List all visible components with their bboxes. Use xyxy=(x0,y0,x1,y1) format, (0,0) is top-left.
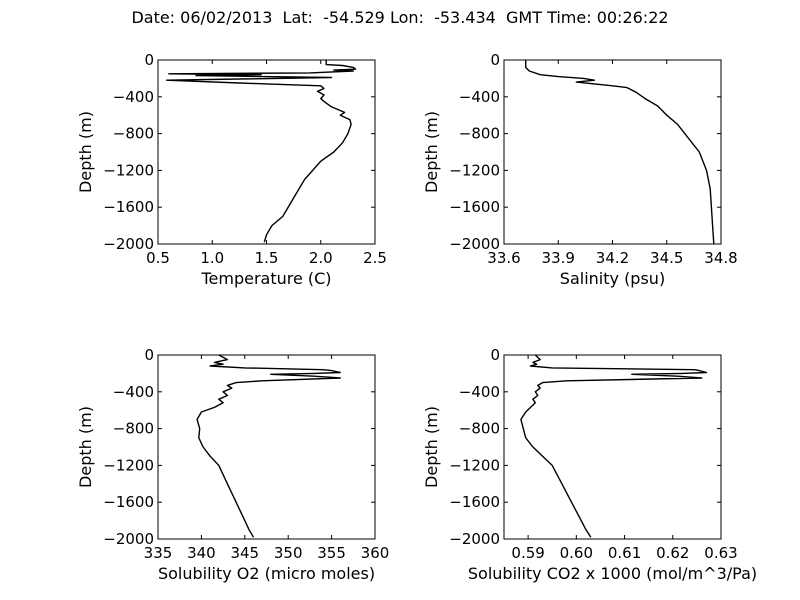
y-tick-label: −800 xyxy=(113,125,154,143)
plot-frame xyxy=(503,59,722,245)
y-tick-label: −2000 xyxy=(449,235,500,253)
x-tick-label: 345 xyxy=(230,544,259,562)
x-tick-label: 0.5 xyxy=(146,249,170,267)
x-tick-label: 0.62 xyxy=(656,544,689,562)
profile-line-3-1 xyxy=(196,354,341,538)
x-axis-label: Solubility CO2 x 1000 (mol/m^3/Pa) xyxy=(468,564,757,583)
x-tick-label: 360 xyxy=(361,544,390,562)
y-tick-label: −1200 xyxy=(449,161,500,179)
y-tick-label: −2000 xyxy=(103,530,154,548)
subplot-2: 33.6 33.9 34.2 34.5 34.8 0 −400 −800 −1200 −1600 −… xyxy=(422,51,738,288)
y-tick-label: −2000 xyxy=(449,530,500,548)
y-axis-label: Depth (m) xyxy=(422,406,441,488)
x-tick-label: 355 xyxy=(317,544,346,562)
x-tick-label: 34.2 xyxy=(596,249,629,267)
y-tick-label: −2000 xyxy=(103,235,154,253)
y-tick-label: −1600 xyxy=(103,493,154,511)
x-tick-label: 0.63 xyxy=(704,544,737,562)
x-tick-label: 340 xyxy=(187,544,216,562)
x-axis-label: Temperature (C) xyxy=(200,269,331,288)
x-tick-label: 2.5 xyxy=(363,249,387,267)
x-tick-label: 0.61 xyxy=(608,544,641,562)
y-tick-label: −800 xyxy=(113,420,154,438)
y-tick-label: −800 xyxy=(459,125,500,143)
x-tick-label: 34.8 xyxy=(704,249,737,267)
subplot-1: 0.5 1.0 1.5 2.0 2.5 0 −400 −800 −1200 −1600 −2000 T… xyxy=(76,51,387,288)
y-tick-label: −400 xyxy=(113,383,154,401)
y-tick-label: −1600 xyxy=(449,198,500,216)
y-tick-label: −400 xyxy=(113,88,154,106)
y-tick-label: −1200 xyxy=(449,456,500,474)
subplot-4: 0.59 0.60 0.61 0.62 0.63 0 −400 −800 −1200 −1600 −… xyxy=(422,346,757,583)
x-axis-label: Salinity (psu) xyxy=(560,269,665,288)
y-tick-label: 0 xyxy=(490,51,500,69)
profile-line-2-1 xyxy=(525,60,715,245)
y-axis-label: Depth (m) xyxy=(422,111,441,193)
x-tick-label: 34.5 xyxy=(650,249,683,267)
x-tick-label: 0.60 xyxy=(560,544,593,562)
y-tick-label: −400 xyxy=(459,88,500,106)
x-tick-label: 33.6 xyxy=(487,249,520,267)
plot-frame xyxy=(157,59,376,245)
y-tick-label: −1600 xyxy=(103,198,154,216)
x-tick-label: 33.9 xyxy=(542,249,575,267)
y-axis-label: Depth (m) xyxy=(76,406,95,488)
profile-line-4-1 xyxy=(520,354,708,538)
y-axis-label: Depth (m) xyxy=(76,111,95,193)
x-axis-label: Solubility O2 (micro moles) xyxy=(158,564,375,583)
plot-frame xyxy=(503,354,722,540)
y-tick-label: 0 xyxy=(490,346,500,364)
y-tick-label: −1200 xyxy=(103,456,154,474)
profile-line-1-1 xyxy=(165,60,357,243)
y-tick-label: 0 xyxy=(144,51,154,69)
subplot-3: 335 340 345 350 355 360 0 −400 −800 −1200 −1600 −20… xyxy=(76,346,389,583)
y-tick-label: 0 xyxy=(144,346,154,364)
x-tick-label: 1.5 xyxy=(255,249,279,267)
x-tick-label: 2.0 xyxy=(309,249,333,267)
plot-frame xyxy=(157,354,376,540)
y-tick-label: −400 xyxy=(459,383,500,401)
y-tick-label: −800 xyxy=(459,420,500,438)
y-tick-label: −1600 xyxy=(449,493,500,511)
figure-title: Date: 06/02/2013 Lat: -54.529 Lon: -53.4… xyxy=(131,8,669,27)
y-tick-label: −1200 xyxy=(103,161,154,179)
x-tick-label: 0.59 xyxy=(511,544,544,562)
x-tick-label: 335 xyxy=(144,544,173,562)
x-tick-label: 1.0 xyxy=(200,249,224,267)
x-tick-label: 350 xyxy=(274,544,303,562)
